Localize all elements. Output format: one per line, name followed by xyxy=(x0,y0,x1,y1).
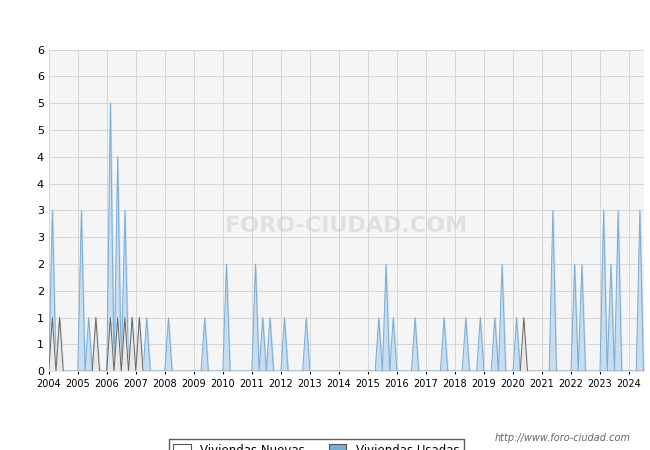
Text: Calvarrasa de Arriba - Evolucion del Nº de Transacciones Inmobiliarias: Calvarrasa de Arriba - Evolucion del Nº … xyxy=(81,17,569,31)
Text: http://www.foro-ciudad.com: http://www.foro-ciudad.com xyxy=(495,433,630,443)
Text: FORO-CIUDAD.COM: FORO-CIUDAD.COM xyxy=(225,216,467,236)
Legend: Viviendas Nuevas, Viviendas Usadas: Viviendas Nuevas, Viviendas Usadas xyxy=(168,439,464,450)
